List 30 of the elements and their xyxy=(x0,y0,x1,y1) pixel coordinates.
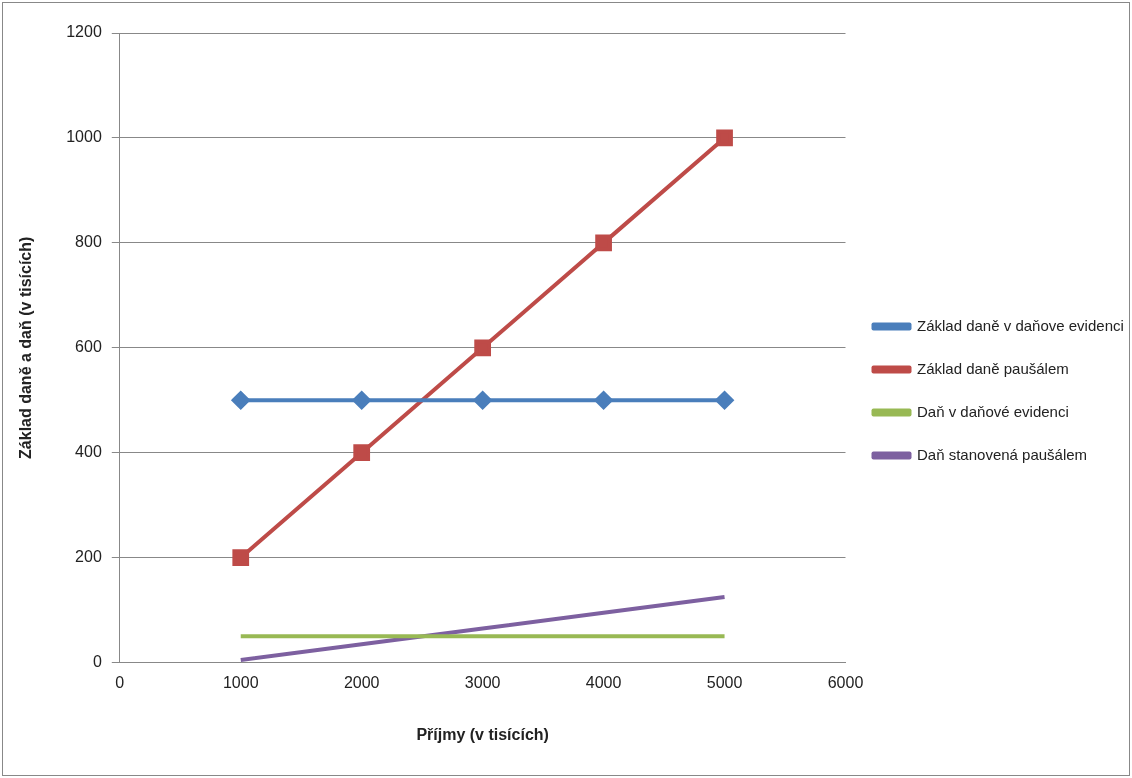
y-tick-label: 600 xyxy=(75,338,102,356)
legend-label: Základ daně v daňove evidenci xyxy=(917,316,1124,334)
point xyxy=(473,391,492,410)
point xyxy=(231,391,250,410)
legend-label: Daň stanovená paušálem xyxy=(917,445,1088,463)
point xyxy=(474,339,492,357)
point xyxy=(353,444,371,462)
x-tick-label: 0 xyxy=(115,673,125,691)
point xyxy=(716,129,733,147)
x-tick-label: 5000 xyxy=(706,673,743,691)
y-tick-label: 0 xyxy=(92,653,102,671)
x-tick-label: 1000 xyxy=(222,673,259,691)
y-tick-label: 1000 xyxy=(66,128,102,146)
y-axis-title: Základ daně a daň (v tisících) xyxy=(17,236,35,459)
x-tick-label: 6000 xyxy=(827,673,864,691)
x-tick-label: 3000 xyxy=(464,673,501,691)
y-tick-label: 1200 xyxy=(66,23,102,41)
point xyxy=(595,234,612,252)
point xyxy=(232,549,250,567)
y-tick-label: 400 xyxy=(75,443,102,461)
point xyxy=(594,391,613,410)
y-tick-label: 800 xyxy=(75,233,102,251)
x-tick-label: 4000 xyxy=(585,673,622,691)
legend-label: Daň v daňové evidenci xyxy=(917,402,1069,420)
y-tick-label: 200 xyxy=(75,548,102,566)
point xyxy=(715,391,734,410)
x-axis-title: Příjmy (v tisících) xyxy=(416,725,549,743)
legend-label: Základ daně paušálem xyxy=(917,359,1069,377)
point xyxy=(352,391,371,410)
x-tick-label: 2000 xyxy=(343,673,380,691)
